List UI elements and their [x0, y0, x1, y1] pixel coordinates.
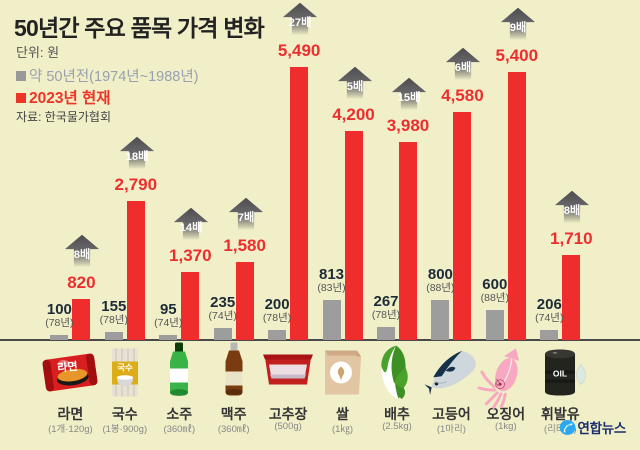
- svg-text:14배: 14배: [180, 220, 203, 234]
- svg-text:5배: 5배: [346, 79, 363, 93]
- svg-text:8배: 8배: [74, 247, 91, 261]
- svg-text:18배: 18배: [125, 149, 148, 163]
- svg-text:OIL: OIL: [553, 369, 567, 379]
- svg-text:27배: 27배: [289, 15, 312, 29]
- svg-text:7배: 7배: [237, 210, 254, 224]
- svg-text:국수: 국수: [117, 363, 133, 373]
- svg-text:15배: 15배: [398, 90, 421, 104]
- svg-text:9배: 9배: [509, 20, 526, 34]
- svg-text:8배: 8배: [564, 203, 581, 217]
- svg-text:6배: 6배: [455, 61, 472, 75]
